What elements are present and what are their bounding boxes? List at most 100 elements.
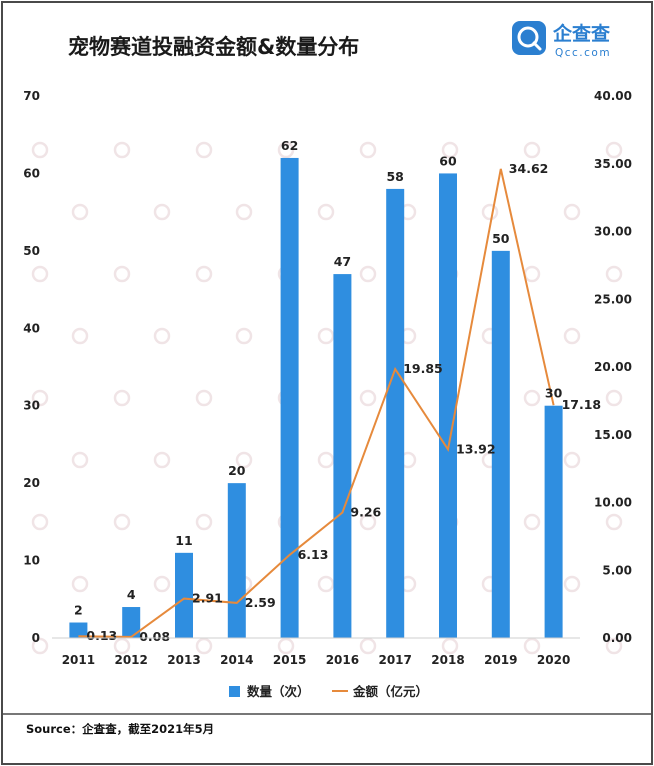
- x-tick-label: 2017: [378, 653, 411, 667]
- watermark-icon: [605, 265, 623, 283]
- amount-line: [78, 168, 555, 638]
- x-tick-label: 2020: [537, 653, 570, 667]
- watermark-icon: [359, 389, 377, 407]
- bar-2019: [491, 250, 510, 638]
- watermark-icon: [481, 203, 499, 221]
- watermark-icon: [31, 513, 49, 531]
- watermark-icon: [441, 637, 459, 655]
- line-value-label: 2.91: [192, 591, 223, 606]
- watermark-icon: [277, 637, 295, 655]
- bar-2011: [69, 622, 88, 638]
- watermark-icon: [31, 637, 49, 655]
- bar-2017: [386, 188, 405, 638]
- line-value-label: 0.08: [139, 629, 170, 644]
- bar-2018: [439, 173, 457, 638]
- bar-value-label: 20: [228, 463, 246, 478]
- watermark-icon: [113, 637, 131, 655]
- watermark-icon: [113, 513, 131, 531]
- y-right-tick-label: 10.00: [594, 496, 632, 510]
- watermark-icon: [195, 513, 213, 531]
- x-tick-label: 2013: [167, 653, 200, 667]
- bar-2016: [333, 274, 352, 638]
- watermark-icon: [195, 265, 213, 283]
- bar-value-label: 47: [334, 254, 351, 269]
- line-layer: [78, 168, 555, 638]
- brand-name: 企查查: [552, 22, 611, 45]
- bar-2020: [544, 405, 563, 638]
- watermark-icon: [235, 327, 253, 345]
- watermark-icon: [277, 141, 295, 159]
- watermark-icon: [605, 389, 623, 407]
- bars-layer: [69, 157, 563, 638]
- bar-value-label: 30: [545, 386, 563, 401]
- y-left-tick-label: 60: [23, 166, 40, 180]
- watermark-icon: [563, 203, 581, 221]
- x-tick-label: 2011: [62, 653, 95, 667]
- bar-value-label: 62: [281, 138, 298, 153]
- watermark-icon: [563, 451, 581, 469]
- watermark-icon: [441, 141, 459, 159]
- watermark-icon: [359, 513, 377, 531]
- watermark-icon: [153, 327, 171, 345]
- watermark-icon: [153, 203, 171, 221]
- watermark-icon: [605, 141, 623, 159]
- watermark-icon: [71, 575, 89, 593]
- bar-value-label: 50: [492, 231, 510, 246]
- watermark-icon: [317, 575, 335, 593]
- line-value-label: 34.62: [509, 161, 549, 176]
- watermark-icon: [113, 141, 131, 159]
- watermark-icon: [605, 637, 623, 655]
- x-tick-label: 2015: [273, 653, 306, 667]
- watermark-icon: [71, 451, 89, 469]
- y-left-tick-label: 0: [32, 631, 40, 645]
- bar-value-label: 60: [439, 153, 457, 168]
- line-value-label: 0.13: [86, 628, 117, 643]
- watermark-icon: [563, 575, 581, 593]
- legend-line-label: 金额（亿元）: [352, 684, 428, 699]
- y-right-tick-label: 5.00: [602, 563, 632, 577]
- x-tick-label: 2012: [114, 653, 147, 667]
- legend: 数量（次） 金额（亿元）: [229, 684, 428, 699]
- y-right-tick-label: 35.00: [594, 157, 632, 171]
- watermark-icon: [359, 637, 377, 655]
- bar-value-label: 58: [386, 169, 403, 184]
- watermark-icon: [31, 265, 49, 283]
- bar-value-label: 11: [175, 533, 192, 548]
- watermark-icon: [113, 389, 131, 407]
- y-left-tick-label: 40: [23, 321, 40, 335]
- y-right-tick-label: 40.00: [594, 89, 632, 103]
- line-value-label: 17.18: [562, 397, 602, 412]
- y-left-tick-label: 30: [23, 399, 40, 413]
- chart-title: 宠物赛道投融资金额&数量分布: [68, 35, 359, 59]
- y-right-tick-label: 20.00: [594, 360, 632, 374]
- y-right-tick-label: 0.00: [602, 631, 632, 645]
- line-value-label: 6.13: [298, 547, 329, 562]
- watermark-icon: [605, 513, 623, 531]
- y-left-tick-label: 10: [23, 554, 40, 568]
- watermark-icon: [523, 513, 541, 531]
- watermark-icon: [71, 327, 89, 345]
- y-left-tick-label: 50: [23, 244, 40, 258]
- labels-layer: 2 4 11 20 62 47 58 60 50 30 0.13 0.08 2.91 2.59 6.13 9.…: [74, 138, 601, 644]
- watermark-icon: [195, 389, 213, 407]
- watermark-icon: [31, 141, 49, 159]
- line-value-label: 19.85: [403, 361, 443, 376]
- watermark-icon: [317, 203, 335, 221]
- bar-2013: [175, 552, 193, 638]
- watermark-icon: [195, 637, 213, 655]
- bar-value-label: 2: [74, 603, 83, 618]
- brand-logo: 企查查 Qcc.com: [512, 21, 611, 59]
- line-value-label: 2.59: [245, 595, 276, 610]
- y-right-tick-label: 15.00: [594, 428, 632, 442]
- watermark-icon: [113, 265, 131, 283]
- bar-value-label: 4: [127, 587, 136, 602]
- watermark-icon: [31, 389, 49, 407]
- x-tick-label: 2019: [484, 653, 517, 667]
- source-note: Source：企查查，截至2021年5月: [26, 722, 214, 736]
- legend-bar-swatch: [229, 686, 240, 697]
- legend-bar-label: 数量（次）: [246, 684, 310, 699]
- watermark-icon: [359, 265, 377, 283]
- line-value-label: 9.26: [350, 505, 381, 520]
